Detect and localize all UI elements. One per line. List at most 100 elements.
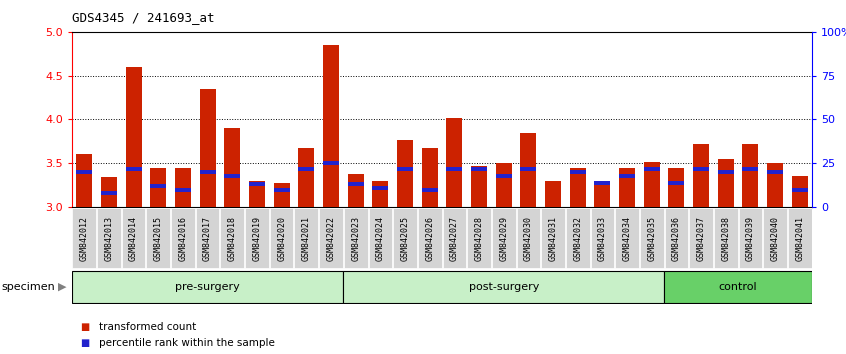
Text: transformed count: transformed count: [99, 322, 196, 332]
Bar: [447, 167, 463, 171]
Bar: [447, 118, 463, 207]
FancyBboxPatch shape: [369, 208, 393, 268]
FancyBboxPatch shape: [566, 208, 590, 268]
Text: GSM842019: GSM842019: [252, 216, 261, 261]
Text: GSM842034: GSM842034: [623, 216, 632, 261]
FancyBboxPatch shape: [146, 208, 170, 268]
Text: GSM842032: GSM842032: [574, 216, 582, 261]
Text: GSM842027: GSM842027: [450, 216, 459, 261]
FancyBboxPatch shape: [72, 271, 343, 303]
Bar: [323, 161, 339, 165]
Bar: [717, 170, 733, 174]
FancyBboxPatch shape: [615, 208, 639, 268]
Bar: [249, 182, 265, 186]
Text: GSM842041: GSM842041: [795, 216, 805, 261]
Text: GSM842039: GSM842039: [746, 216, 755, 261]
Text: pre-surgery: pre-surgery: [175, 282, 240, 292]
Bar: [372, 181, 388, 207]
Bar: [151, 184, 167, 188]
Text: GSM842023: GSM842023: [351, 216, 360, 261]
Bar: [101, 191, 117, 195]
Bar: [323, 45, 339, 207]
Text: ■: ■: [80, 338, 90, 348]
Bar: [496, 173, 512, 177]
FancyBboxPatch shape: [122, 208, 146, 268]
Bar: [397, 167, 413, 171]
FancyBboxPatch shape: [664, 271, 812, 303]
FancyBboxPatch shape: [541, 208, 565, 268]
Bar: [421, 148, 437, 207]
Bar: [767, 170, 783, 174]
Bar: [299, 167, 315, 171]
Text: GDS4345 / 241693_at: GDS4345 / 241693_at: [72, 11, 214, 24]
Text: specimen: specimen: [2, 282, 56, 292]
Bar: [668, 168, 684, 207]
Bar: [76, 170, 92, 174]
FancyBboxPatch shape: [442, 208, 466, 268]
FancyBboxPatch shape: [195, 208, 219, 268]
Text: GSM842029: GSM842029: [499, 216, 508, 261]
FancyBboxPatch shape: [73, 208, 96, 268]
Bar: [249, 181, 265, 207]
FancyBboxPatch shape: [294, 208, 318, 268]
Text: GSM842035: GSM842035: [647, 216, 656, 261]
Bar: [224, 173, 240, 177]
Text: GSM842026: GSM842026: [426, 216, 434, 261]
Bar: [743, 144, 759, 207]
Bar: [76, 154, 92, 207]
Bar: [471, 166, 487, 207]
FancyBboxPatch shape: [714, 208, 738, 268]
FancyBboxPatch shape: [640, 208, 663, 268]
FancyBboxPatch shape: [97, 208, 121, 268]
Bar: [644, 167, 660, 171]
Bar: [397, 139, 413, 207]
Text: GSM842012: GSM842012: [80, 216, 89, 261]
Text: ■: ■: [80, 322, 90, 332]
Bar: [693, 144, 709, 207]
Bar: [569, 170, 585, 174]
Text: GSM842015: GSM842015: [154, 216, 162, 261]
Text: GSM842017: GSM842017: [203, 216, 212, 261]
FancyBboxPatch shape: [492, 208, 515, 268]
FancyBboxPatch shape: [763, 208, 787, 268]
Bar: [299, 148, 315, 207]
FancyBboxPatch shape: [270, 208, 294, 268]
Bar: [569, 168, 585, 207]
Bar: [595, 181, 611, 207]
FancyBboxPatch shape: [517, 208, 541, 268]
Bar: [792, 176, 808, 207]
FancyBboxPatch shape: [591, 208, 614, 268]
Text: GSM842033: GSM842033: [598, 216, 607, 261]
Text: GSM842040: GSM842040: [771, 216, 780, 261]
Bar: [101, 177, 117, 207]
Bar: [520, 167, 536, 171]
Text: GSM842022: GSM842022: [327, 216, 336, 261]
Bar: [372, 186, 388, 190]
Text: GSM842021: GSM842021: [302, 216, 310, 261]
Text: GSM842037: GSM842037: [696, 216, 706, 261]
Bar: [644, 161, 660, 207]
FancyBboxPatch shape: [788, 208, 811, 268]
Text: GSM842020: GSM842020: [277, 216, 286, 261]
FancyBboxPatch shape: [393, 208, 417, 268]
FancyBboxPatch shape: [665, 208, 689, 268]
Bar: [125, 167, 141, 171]
FancyBboxPatch shape: [739, 208, 762, 268]
FancyBboxPatch shape: [418, 208, 442, 268]
FancyBboxPatch shape: [319, 208, 343, 268]
Text: ▶: ▶: [58, 282, 66, 292]
Bar: [743, 167, 759, 171]
Bar: [496, 163, 512, 207]
Text: GSM842030: GSM842030: [524, 216, 533, 261]
Text: GSM842036: GSM842036: [672, 216, 681, 261]
Bar: [273, 183, 289, 207]
Bar: [348, 174, 364, 207]
Bar: [668, 181, 684, 184]
Text: GSM842016: GSM842016: [179, 216, 188, 261]
Bar: [693, 167, 709, 171]
Bar: [545, 181, 561, 207]
FancyBboxPatch shape: [343, 208, 367, 268]
Text: GSM842014: GSM842014: [129, 216, 138, 261]
Text: GSM842024: GSM842024: [376, 216, 385, 261]
FancyBboxPatch shape: [343, 271, 664, 303]
